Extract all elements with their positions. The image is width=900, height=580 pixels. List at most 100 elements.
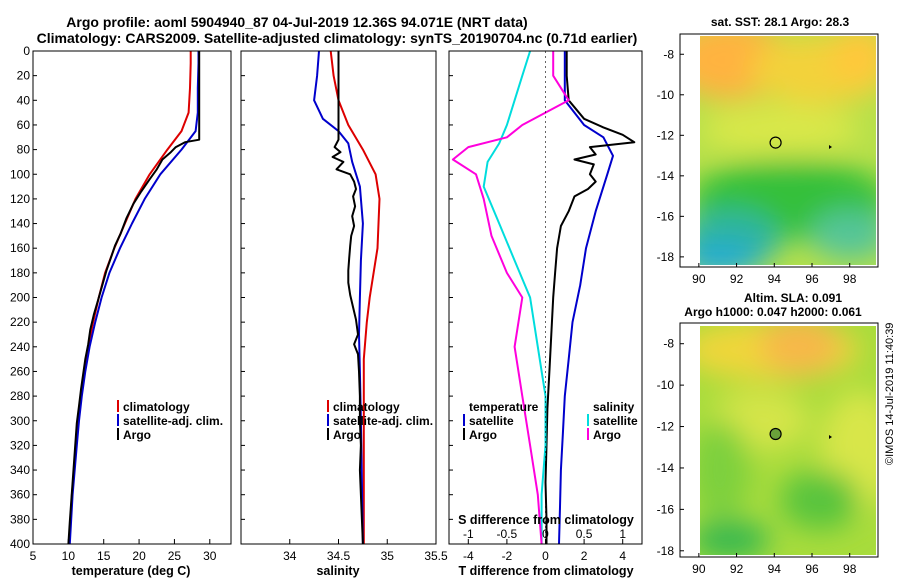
y-tick-label: 160 xyxy=(10,241,30,255)
difference-series xyxy=(451,50,636,545)
x-tick-label: -4 xyxy=(463,549,474,563)
map-y-tick-label: -8 xyxy=(663,337,674,351)
sst-coldest-patch xyxy=(700,248,760,265)
legend-temperature-title: temperature xyxy=(469,400,539,414)
series-line-s-satellite xyxy=(482,50,547,544)
map-y-tick-label: -18 xyxy=(657,544,675,558)
x-tick-label: 5 xyxy=(30,549,37,563)
map-y-tick-label: -16 xyxy=(657,209,675,223)
salinity-panel: 34 34.5 35 35.5 salinity climatology satell… xyxy=(240,50,448,578)
difference-panel: -4 -2 0 2 4 -1 -0.5 0 0.5 1 T difference from cli… xyxy=(448,50,643,578)
map-x-tick-label: 90 xyxy=(692,562,706,576)
x-top-tick-label: 0.5 xyxy=(576,527,593,541)
x-top-tick-label: 0 xyxy=(542,527,549,541)
legend-t-argo-label: Argo xyxy=(469,428,497,442)
sst-heatmap xyxy=(700,36,876,265)
track-arrow-icon xyxy=(829,145,832,149)
series-line-satellite-adj-clim xyxy=(68,51,200,545)
temperature-legend: climatology satellite-adj. clim. Argo xyxy=(117,400,223,442)
sst-cold-patch xyxy=(810,210,876,260)
y-tick-label: 80 xyxy=(17,143,31,157)
sla-low-patch xyxy=(780,470,860,530)
y-tick-label: 40 xyxy=(17,93,31,107)
legend-satellite-label: satellite-adj. clim. xyxy=(123,414,223,428)
x-tick-label: 34 xyxy=(283,549,297,563)
sla-heatmap-field xyxy=(700,326,876,555)
y-tick-label: 340 xyxy=(10,463,30,477)
temperature-ticks: 5 10 15 20 25 3002040608010012014016018020022… xyxy=(10,44,217,563)
legend-t-satellite-label: satellite xyxy=(469,414,514,428)
legend-s-satellite-label: satellite xyxy=(593,414,638,428)
x-tick-label: 35 xyxy=(381,549,395,563)
temperature-series xyxy=(67,51,201,545)
difference-xlabel-top: S difference from climatology xyxy=(458,513,634,527)
map-x-tick-label: 94 xyxy=(768,562,782,576)
map-x-tick-label: 98 xyxy=(843,562,857,576)
y-tick-label: 380 xyxy=(10,512,30,526)
map-y-tick-label: -14 xyxy=(657,169,675,183)
y-tick-label: 140 xyxy=(10,217,30,231)
sla-low-patch xyxy=(700,420,750,520)
x-tick-label: 30 xyxy=(203,549,217,563)
y-tick-label: 260 xyxy=(10,364,30,378)
sla-map-frame xyxy=(679,322,879,558)
map-y-tick-label: -10 xyxy=(657,88,675,102)
salinity-xlabel: salinity xyxy=(316,564,359,578)
series-line-argo xyxy=(67,51,201,545)
series-line-s-argo xyxy=(451,51,570,545)
y-tick-label: 240 xyxy=(10,340,30,354)
sla-map-title: Altim. SLA: 0.091 xyxy=(744,291,842,305)
y-tick-label: 20 xyxy=(17,69,31,83)
sla-map-subtitle: Argo h1000: 0.047 h2000: 0.061 xyxy=(684,305,862,319)
x-tick-label: 2 xyxy=(581,549,588,563)
x-tick-label: 25 xyxy=(168,549,182,563)
legend-salinity-title: salinity xyxy=(593,400,635,414)
x-tick-label: 34.5 xyxy=(327,549,351,563)
temperature-xlabel: temperature (deg C) xyxy=(72,564,191,578)
y-tick-label: 360 xyxy=(10,488,30,502)
sst-map-frame xyxy=(679,33,879,268)
map-x-tick-label: 96 xyxy=(805,272,819,286)
figure-title-line2: Climatology: CARS2009. Satellite-adjuste… xyxy=(37,30,638,46)
salinity-series xyxy=(313,50,381,545)
difference-xlabel: T difference from climatology xyxy=(458,564,633,578)
salinity-legend: climatology satellite-adj. clim. Argo xyxy=(327,400,433,442)
map-x-tick-label: 90 xyxy=(692,272,706,286)
y-tick-label: 320 xyxy=(10,438,30,452)
sla-heatmap xyxy=(700,326,876,555)
series-line-t-satellite xyxy=(558,51,614,545)
x-tick-label: 20 xyxy=(132,549,146,563)
map-y-tick-label: -18 xyxy=(657,250,675,264)
series-line-t-argo xyxy=(544,51,636,544)
temperature-axes-frame xyxy=(32,50,232,545)
temperature-diff-legend: temperature satellite Argo xyxy=(463,400,539,442)
legend-satellite-label: satellite-adj. clim. xyxy=(333,414,433,428)
map-x-tick-label: 96 xyxy=(805,562,819,576)
sla-high-patch xyxy=(760,326,840,375)
y-tick-label: 280 xyxy=(10,389,30,403)
series-line-climatology xyxy=(68,51,192,545)
y-tick-label: 200 xyxy=(10,291,30,305)
y-tick-label: 220 xyxy=(10,315,30,329)
y-tick-label: 120 xyxy=(10,192,30,206)
map-x-tick-label: 98 xyxy=(843,272,857,286)
figure-title-line1: Argo profile: aoml 5904940_87 04-Jul-201… xyxy=(66,14,527,30)
map-y-tick-label: -10 xyxy=(657,378,675,392)
sla-map-ticks: 90 92 94 96 98 -8 -10 -12 -14 -16 -18 xyxy=(657,337,857,576)
series-line-climatology xyxy=(329,50,381,544)
sla-map-panel: Altim. SLA: 0.091 Argo h1000: 0.047 h200… xyxy=(657,291,879,576)
sst-heatmap-field xyxy=(700,36,876,265)
copyright-timestamp: ©IMOS 14-Jul-2019 11:40:39 xyxy=(884,323,896,465)
map-y-tick-label: -16 xyxy=(657,502,675,516)
x-tick-label: 35.5 xyxy=(424,549,448,563)
y-tick-label: 0 xyxy=(23,44,30,58)
x-tick-label: 10 xyxy=(62,549,76,563)
argo-float-marker xyxy=(769,136,782,149)
sst-mild-patch xyxy=(700,105,860,155)
temperature-panel: 5 10 15 20 25 3002040608010012014016018020022… xyxy=(10,44,232,578)
y-tick-label: 400 xyxy=(10,537,30,551)
sla-lowest-patch xyxy=(700,520,770,555)
legend-s-argo-label: Argo xyxy=(593,428,621,442)
x-top-tick-label: -0.5 xyxy=(497,527,518,541)
